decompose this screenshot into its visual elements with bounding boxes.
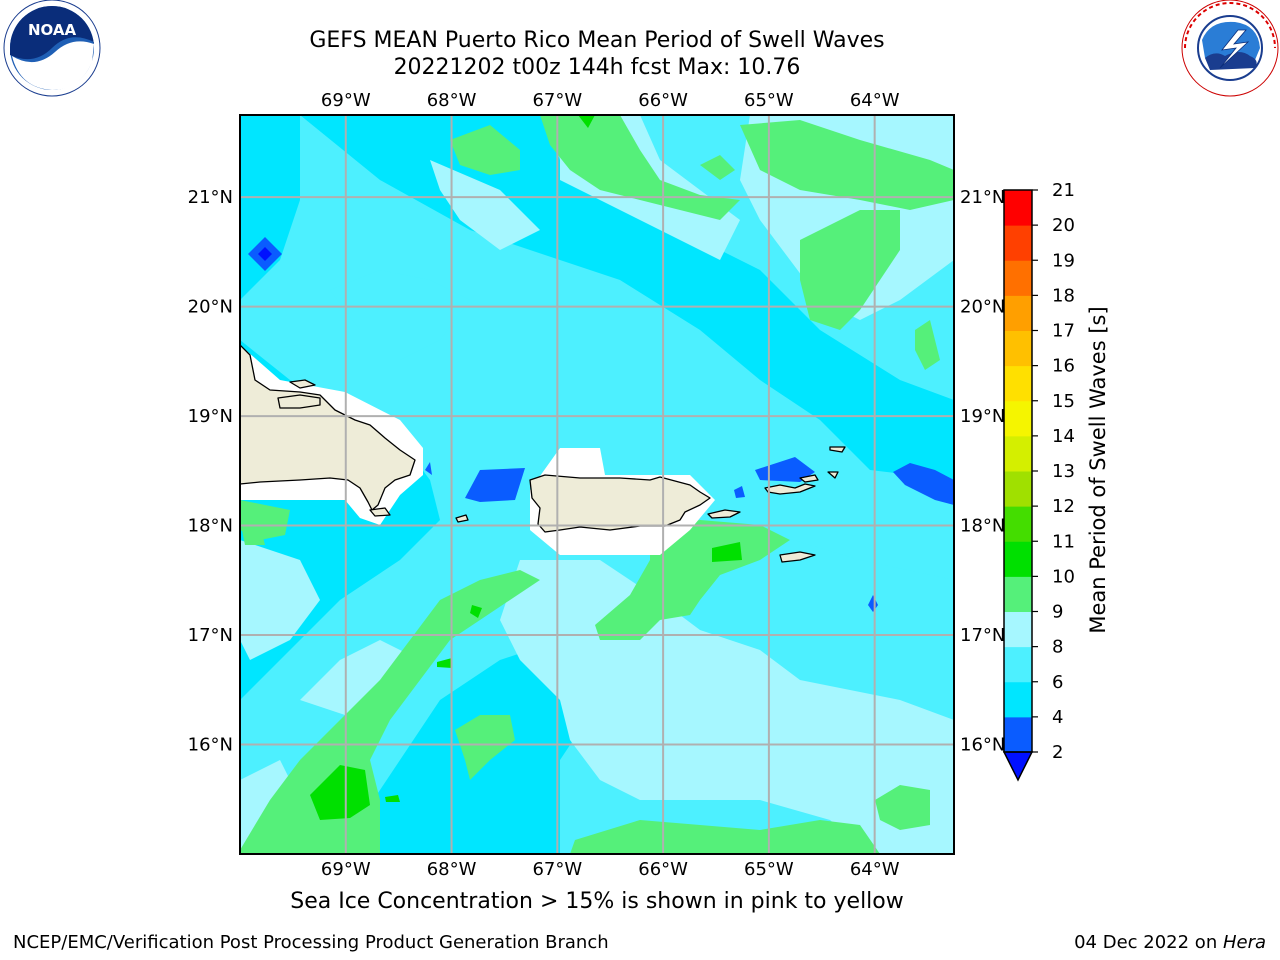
period-band-10-11 [310, 115, 742, 820]
latitude-tick-label: 20°N [188, 297, 233, 318]
colorbar-tick-label: 17 [1052, 321, 1075, 342]
colorbar-segment [1004, 400, 1032, 437]
small-island [369, 507, 391, 517]
virgin-islands-land [827, 471, 839, 479]
colorbar-tick-label: 9 [1052, 602, 1063, 623]
colorbar-segment [1004, 541, 1032, 577]
colorbar-segment [1004, 611, 1032, 648]
colorbar-label: Mean Period of Swell Waves [s] [1086, 306, 1110, 633]
colorbar-tick-label: 19 [1052, 250, 1075, 271]
colorbar-tick-label: 16 [1052, 356, 1075, 377]
footer-date: 04 Dec 2022 on Hera [1074, 932, 1266, 953]
virgin-islands-land [829, 446, 846, 453]
colorbar-tick-label: 2 [1052, 742, 1063, 763]
latitude-labels-left: 21°N 20°N 19°N 18°N 17°N 16°N [188, 187, 233, 755]
latitude-tick-label: 21°N [960, 187, 1005, 208]
svg-text:NOAA: NOAA [28, 21, 77, 39]
colorbar-tick-label: 18 [1052, 285, 1075, 306]
longitude-tick-label: 65°W [744, 90, 794, 111]
latitude-tick-label: 21°N [188, 187, 233, 208]
longitude-tick-label: 65°W [744, 859, 794, 880]
longitude-tick-label: 67°W [532, 859, 582, 880]
latitude-tick-label: 20°N [960, 297, 1005, 318]
longitude-tick-label: 67°W [532, 90, 582, 111]
footer-date-text: 04 Dec 2022 on [1074, 932, 1223, 953]
colorbar-segment [1004, 681, 1032, 718]
colorbar-segment [1004, 225, 1032, 261]
longitude-tick-label: 64°W [850, 90, 900, 111]
hispaniola-land [240, 344, 416, 511]
nws-logo [1181, 0, 1279, 97]
map-gridlines [240, 115, 954, 854]
latitude-tick-label: 18°N [960, 516, 1005, 537]
colorbar-segment [1004, 295, 1032, 331]
colorbar-segment [1004, 365, 1032, 402]
small-island [289, 379, 316, 389]
period-band-below-2 [258, 247, 272, 261]
colorbar-tick-label: 20 [1052, 215, 1075, 236]
longitude-tick-label: 66°W [638, 90, 688, 111]
colorbar-tick-label: 14 [1052, 426, 1075, 447]
latitude-tick-label: 19°N [960, 406, 1005, 427]
latitude-tick-label: 18°N [188, 516, 233, 537]
colorbar-segment [1004, 260, 1032, 296]
footer-host: Hera [1222, 932, 1266, 953]
colorbar-segment [1004, 576, 1032, 612]
footer-credit: NCEP/EMC/Verification Post Processing Pr… [13, 932, 609, 953]
latitude-tick-label: 16°N [960, 735, 1005, 756]
colorbar: 2 4 6 8 9 10 11 12 13 14 15 16 17 18 19 20 21 [1002, 180, 1075, 782]
colorbar-tick-label: 6 [1052, 672, 1063, 693]
colorbar-segment [1004, 716, 1032, 753]
land-areas [240, 344, 846, 563]
small-island [455, 514, 469, 523]
colorbar-tick-label: 13 [1052, 461, 1075, 482]
period-band-2-4 [248, 237, 954, 612]
colorbar-segment [1004, 646, 1032, 683]
longitude-tick-label: 68°W [427, 90, 477, 111]
hispaniola-north-coast [277, 394, 321, 409]
longitude-labels-top: 69°W 68°W 67°W 66°W 65°W 64°W [321, 90, 900, 111]
latitude-tick-label: 17°N [188, 625, 233, 646]
longitude-tick-label: 66°W [638, 859, 688, 880]
virgin-islands-land [779, 551, 816, 563]
chart-title-line1: GEFS MEAN Puerto Rico Mean Period of Swe… [309, 28, 885, 53]
longitude-tick-label: 64°W [850, 859, 900, 880]
virgin-islands-land [764, 483, 816, 495]
longitude-tick-label: 69°W [321, 90, 371, 111]
colorbar-segment [1004, 435, 1032, 472]
colorbar-tick-label: 21 [1052, 180, 1075, 201]
latitude-tick-label: 19°N [188, 406, 233, 427]
virgin-islands-land [707, 509, 741, 519]
colorbar-segment [1004, 506, 1032, 542]
colorbar-min-extension [1002, 751, 1034, 782]
noaa-logo: NOAA [3, 0, 101, 97]
map-plot-area [240, 115, 954, 854]
colorbar-segment [1004, 471, 1032, 507]
colorbar-tick-label: 4 [1052, 707, 1063, 728]
colorbar-tick-label: 11 [1052, 531, 1075, 552]
colorbar-tick-label: 8 [1052, 637, 1063, 658]
period-band-9-10 [240, 115, 954, 854]
chart-title-line2: 20221202 t00z 144h fcst Max: 10.76 [393, 55, 801, 80]
virgin-islands-land [799, 474, 819, 483]
longitude-tick-label: 68°W [427, 859, 477, 880]
sea-ice-note: Sea Ice Concentration > 15% is shown in … [290, 889, 904, 914]
latitude-tick-label: 16°N [188, 735, 233, 756]
map-frame [239, 114, 955, 855]
longitude-tick-label: 69°W [321, 859, 371, 880]
colorbar-tick-label: 15 [1052, 391, 1075, 412]
colorbar-segment [1004, 190, 1032, 226]
latitude-tick-label: 17°N [960, 625, 1005, 646]
latitude-labels-right: 21°N 20°N 19°N 18°N 17°N 16°N [960, 187, 1005, 755]
puerto-rico-land [529, 474, 711, 533]
colorbar-segment [1004, 330, 1032, 367]
colorbar-tick-label: 12 [1052, 496, 1075, 517]
longitude-labels-bottom: 69°W 68°W 67°W 66°W 65°W 64°W [321, 859, 900, 880]
colorbar-tick-label: 10 [1052, 566, 1075, 587]
